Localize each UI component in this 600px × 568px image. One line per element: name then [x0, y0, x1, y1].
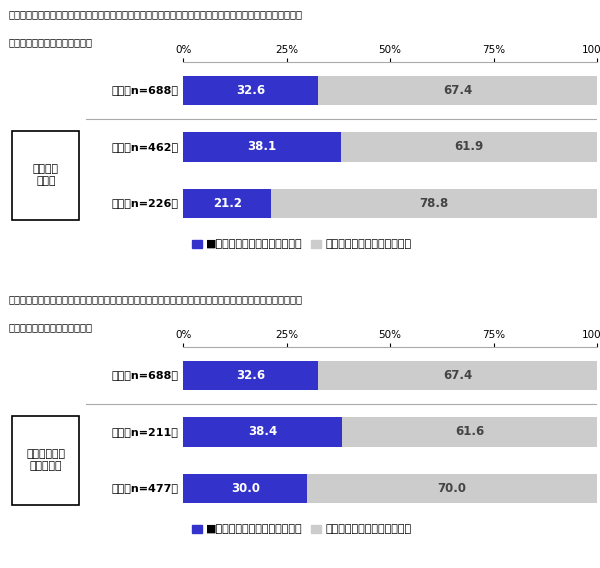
Text: 21.2: 21.2: [212, 197, 242, 210]
Text: 対象：アルバイト経験がある人: 対象：アルバイト経験がある人: [9, 323, 93, 332]
Text: ない［n=226］: ない［n=226］: [112, 198, 178, 208]
Bar: [184, 132, 341, 162]
Text: 全体［n=688］: 全体［n=688］: [112, 86, 178, 95]
Bar: [184, 474, 307, 503]
Text: アルバイト先で労働時間や賃金などの労働条件、ハラスメント、人間関係等のトラブルにあったことがあるか: アルバイト先で労働時間や賃金などの労働条件、ハラスメント、人間関係等のトラブルに…: [9, 10, 303, 19]
Bar: [184, 361, 318, 390]
Text: 38.1: 38.1: [248, 140, 277, 153]
Bar: [271, 189, 597, 218]
Bar: [318, 76, 597, 105]
Text: 61.9: 61.9: [454, 140, 484, 153]
Text: ある［n=211］: ある［n=211］: [112, 427, 178, 437]
Text: 61.6: 61.6: [455, 425, 484, 438]
Text: 78.8: 78.8: [419, 197, 449, 210]
Text: 67.4: 67.4: [443, 369, 472, 382]
Bar: [342, 417, 597, 446]
Bar: [307, 474, 597, 503]
Legend: ■トラブルにあったことがある, トラブルにあったことはない: ■トラブルにあったことがある, トラブルにあったことはない: [192, 524, 411, 534]
Text: 全体［n=688］: 全体［n=688］: [112, 370, 178, 381]
Bar: [341, 132, 597, 162]
Text: 32.6: 32.6: [236, 369, 265, 382]
Text: 32.6: 32.6: [236, 84, 265, 97]
Text: ない［n=477］: ない［n=477］: [112, 483, 178, 494]
Bar: [184, 189, 271, 218]
Text: アルバイト先で労働時間や賃金などの労働条件、ハラスメント、人間関係等のトラブルにあったことがあるか: アルバイト先で労働時間や賃金などの労働条件、ハラスメント、人間関係等のトラブルに…: [9, 295, 303, 304]
Bar: [318, 361, 597, 390]
Text: 38.4: 38.4: [248, 425, 277, 438]
Bar: [184, 76, 318, 105]
Text: 70.0: 70.0: [438, 482, 467, 495]
Text: 30.0: 30.0: [231, 482, 260, 495]
Text: 学習経験
有無別: 学習経験 有無別: [33, 164, 59, 186]
Text: ある［n=462］: ある［n=462］: [111, 142, 178, 152]
Legend: ■トラブルにあったことがある, トラブルにあったことはない: ■トラブルにあったことがある, トラブルにあったことはない: [192, 240, 411, 249]
Text: 対象：アルバイト経験がある人: 対象：アルバイト経験がある人: [9, 37, 93, 48]
Text: 67.4: 67.4: [443, 84, 472, 97]
Bar: [184, 417, 342, 446]
Text: 自分で調べた
経験有無別: 自分で調べた 経験有無別: [26, 449, 65, 471]
